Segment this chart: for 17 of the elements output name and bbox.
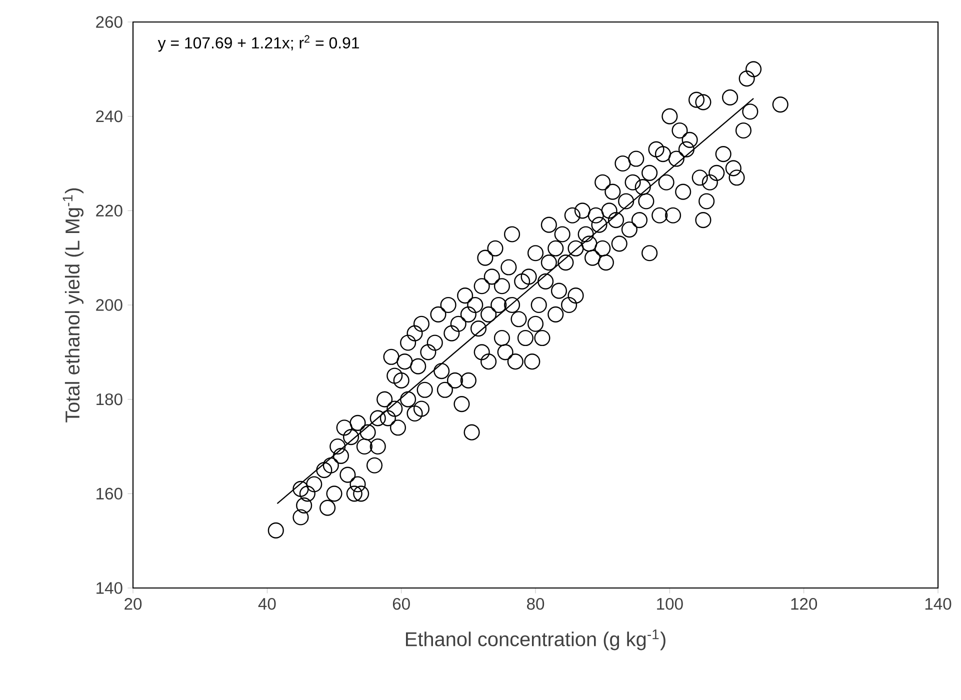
y-tick-label: 200 [96,299,122,311]
y-tick-label: 260 [96,16,122,28]
y-tick-label: 240 [96,110,122,122]
annotation: y = 107.69 + 1.21x; r$^{2}$ = 0.91 [158,35,359,52]
x-tick-label: 120 [791,598,818,610]
x-tick-label: 80 [527,598,544,610]
x-axis-title: Ethanol concentration (g kg$^{-1}$) [406,630,666,650]
x-tick-label: 100 [657,598,683,610]
y-tick-label: 140 [96,582,122,594]
x-tick-label: 140 [925,598,952,610]
x-tick-label: 40 [258,598,276,610]
x-tick-label: 20 [124,598,142,610]
y-tick-label: 180 [96,393,122,406]
y-axis-title: Total ethanol yield (L Mg$^{-1}$) [62,188,84,422]
y-tick-label: 220 [96,204,122,217]
x-tick-label: 60 [392,598,410,610]
y-tick-label: 160 [96,488,122,500]
